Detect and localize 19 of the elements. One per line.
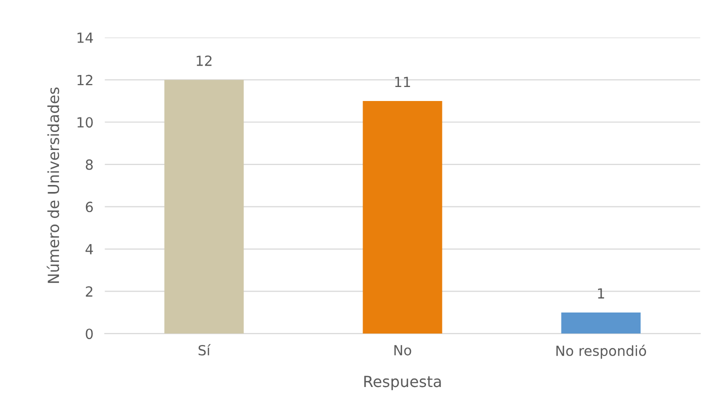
y-tick-label: 12	[78, 74, 92, 86]
data-label: 12	[196, 56, 212, 66]
y-tick-label: 14	[78, 32, 93, 43]
x-tick-label: No	[394, 345, 412, 356]
data-label: 1	[598, 288, 604, 298]
y-tick-label: 2	[86, 286, 92, 297]
x-axis-title: Respuesta	[364, 376, 441, 390]
y-tick-label: 10	[78, 117, 93, 128]
y-tick-label: 4	[86, 244, 93, 254]
x-tick-label: Sí	[198, 344, 211, 356]
y-tick-label: 8	[86, 159, 93, 170]
bar	[362, 100, 442, 334]
y-tick-label: 6	[86, 202, 93, 212]
y-tick-label: 0	[86, 328, 93, 340]
x-tick-label: No respondió	[556, 344, 646, 359]
y-axis-title: Número de Universidades	[46, 87, 60, 283]
bar	[561, 312, 641, 334]
data-label: 11	[395, 76, 410, 87]
bar	[164, 80, 244, 334]
